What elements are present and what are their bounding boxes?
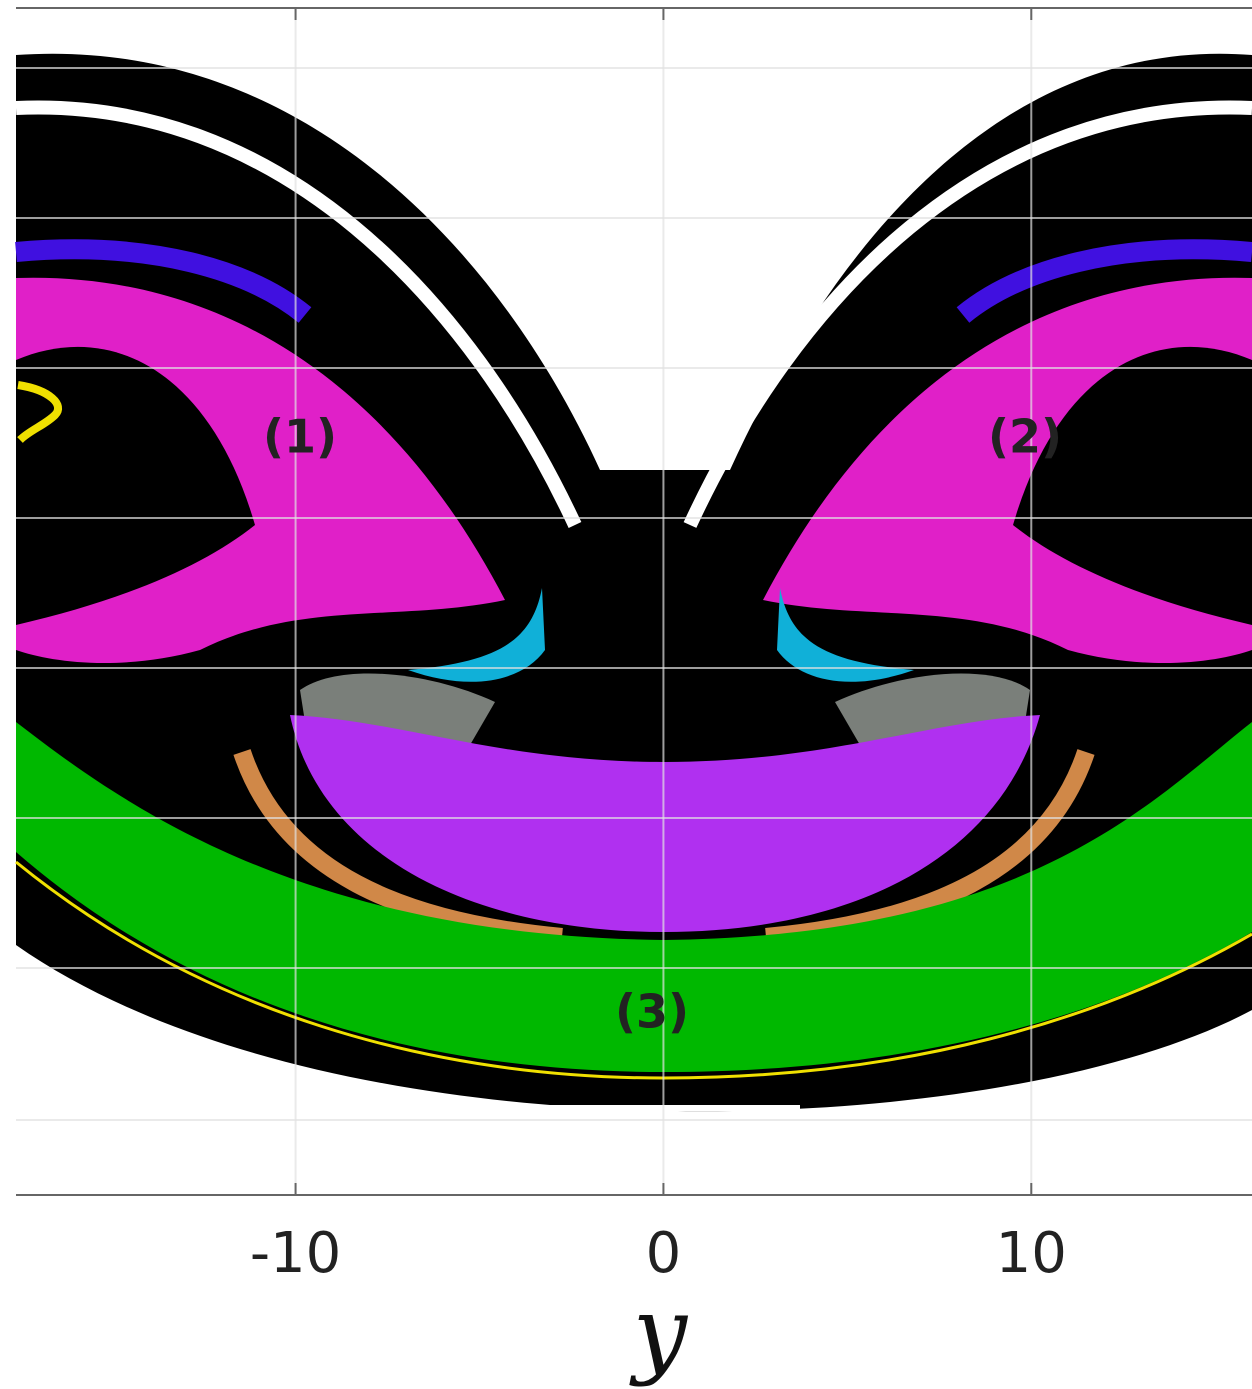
x-tick-label: 0 [646,1221,682,1286]
blue-streak [956,239,1252,323]
purple-region [290,715,1040,932]
black-region [16,346,255,625]
h-grid [16,67,1252,1121]
x-tick-label: -10 [250,1221,341,1286]
x-axis-label: y [629,1276,689,1388]
white-stripe [15,100,582,528]
x-tick-label: 10 [996,1221,1067,1286]
black-region [1013,346,1252,625]
green-region [16,722,1252,1072]
annotation: (1) [263,410,337,464]
basin-image [15,53,1252,1112]
x-grid [294,8,1033,1195]
annotation: (2) [988,410,1062,464]
yellow-curl [17,381,62,443]
white-stripe [683,100,1252,528]
cyan-region [408,588,545,682]
blue-streak [15,239,312,323]
cyan-region [777,588,914,682]
annotation: (3) [615,985,689,1039]
